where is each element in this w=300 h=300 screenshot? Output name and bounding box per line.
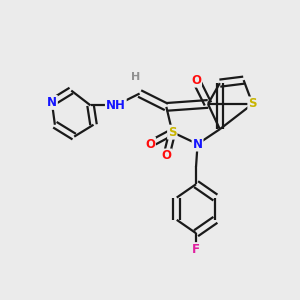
Text: N: N: [47, 96, 57, 109]
Text: F: F: [192, 243, 200, 256]
Text: S: S: [168, 126, 176, 139]
Text: NH: NH: [106, 99, 126, 112]
Text: O: O: [145, 138, 155, 151]
Text: S: S: [248, 98, 257, 110]
Text: N: N: [193, 138, 202, 151]
Text: O: O: [161, 149, 171, 162]
Text: H: H: [130, 72, 140, 82]
Text: O: O: [191, 74, 201, 87]
